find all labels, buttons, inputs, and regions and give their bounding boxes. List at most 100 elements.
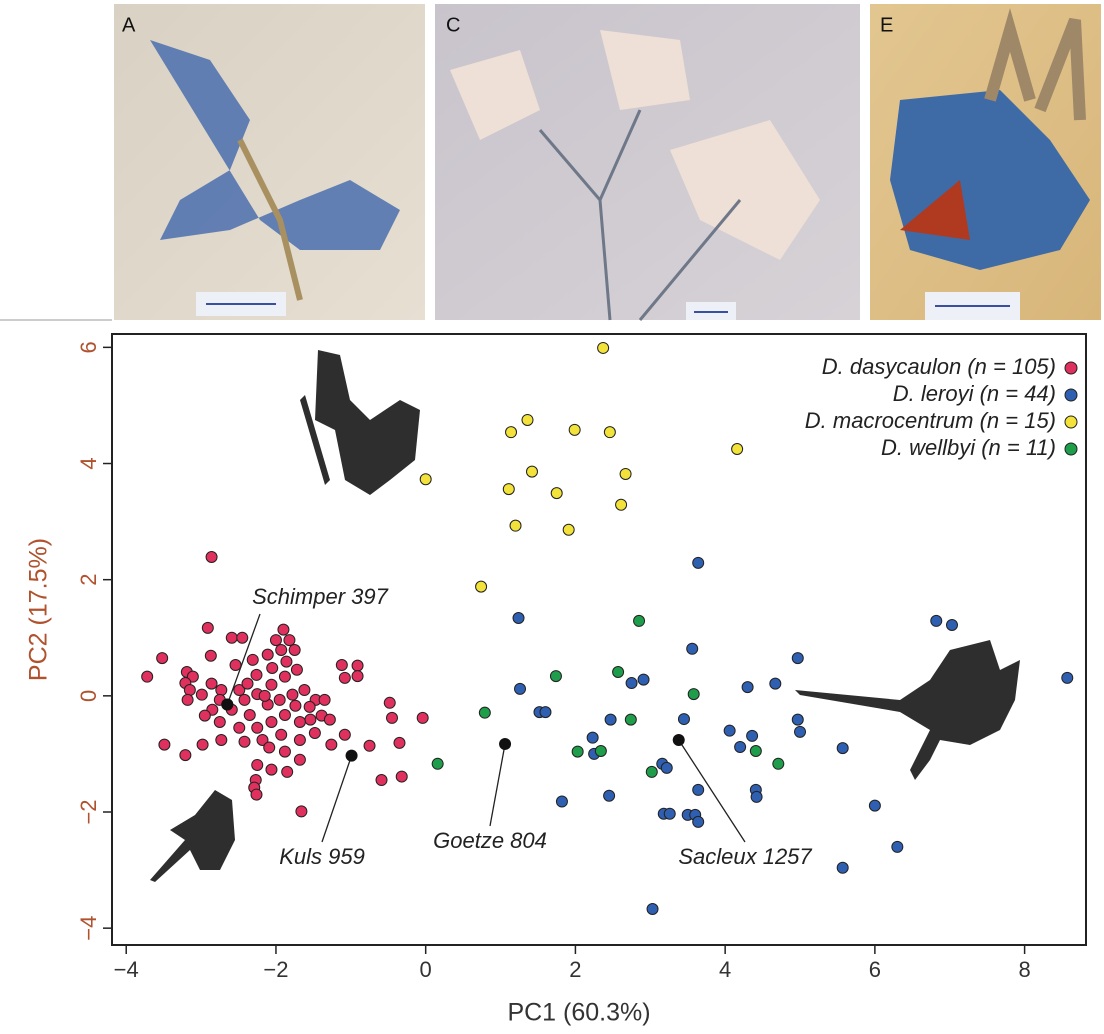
annotation-point <box>499 738 512 751</box>
photo-c-stem <box>538 109 742 321</box>
point <box>179 749 192 762</box>
y-tick-label: 0 <box>76 690 101 702</box>
point <box>286 688 299 701</box>
panel-label: C <box>446 14 460 36</box>
point <box>233 721 246 734</box>
legend-marker <box>1064 442 1078 456</box>
point <box>141 670 154 683</box>
point <box>304 713 317 726</box>
photo-c-flowers <box>450 30 820 260</box>
point <box>261 648 274 661</box>
point <box>646 902 659 915</box>
point <box>891 840 904 853</box>
point <box>363 739 376 752</box>
point <box>251 721 264 734</box>
point <box>514 682 527 695</box>
point <box>308 727 321 740</box>
annotation-point <box>221 698 234 711</box>
y-tick-label: −2 <box>76 799 101 824</box>
point <box>283 634 296 647</box>
legend-label: D. macrocentrum (n = 15) <box>805 408 1056 433</box>
legend-marker <box>1064 361 1078 375</box>
point <box>749 745 762 758</box>
point <box>586 731 599 744</box>
point <box>196 738 209 751</box>
point <box>250 788 263 801</box>
point <box>275 728 288 741</box>
point <box>273 693 286 706</box>
point <box>265 763 278 776</box>
x-tick-label: 0 <box>420 957 432 982</box>
point <box>290 663 303 676</box>
point <box>351 670 364 683</box>
point <box>539 706 552 719</box>
point <box>277 623 290 636</box>
point <box>868 799 881 812</box>
point <box>195 688 208 701</box>
point <box>612 666 625 679</box>
point <box>416 711 429 724</box>
point <box>233 684 246 697</box>
point <box>256 733 269 746</box>
photo-panels: A C E <box>114 4 1101 321</box>
point <box>791 713 804 726</box>
annotation-label: Kuls 959 <box>279 844 365 869</box>
point <box>238 735 251 748</box>
point <box>295 805 308 818</box>
panel-label: A <box>122 14 136 36</box>
point <box>692 815 705 828</box>
point <box>731 442 744 455</box>
silhouette <box>795 640 1020 780</box>
point <box>181 693 194 706</box>
plot: −4 −2 0 2 4 6 8 −4 −2 0 2 4 6 PC1 (60.3%) PC2 (17.5%) S… <box>25 333 1087 1027</box>
point <box>594 745 607 758</box>
point <box>238 693 251 706</box>
y-tick-label: 6 <box>76 341 101 353</box>
point <box>383 696 396 709</box>
point <box>278 745 291 758</box>
point <box>213 715 226 728</box>
annotation-label: Schimper 397 <box>252 584 389 609</box>
legend-marker <box>1064 415 1078 429</box>
point <box>505 426 518 439</box>
annotation-leader <box>489 743 506 827</box>
point <box>293 753 306 766</box>
point <box>687 688 700 701</box>
point <box>338 671 351 684</box>
point <box>385 711 398 724</box>
point <box>746 729 759 742</box>
y-tick-label: 4 <box>76 457 101 469</box>
point <box>660 761 673 774</box>
photo-e-red <box>900 180 970 240</box>
point <box>769 677 782 690</box>
point <box>183 684 196 697</box>
point <box>266 661 279 674</box>
point <box>512 612 525 625</box>
point <box>692 556 705 569</box>
point <box>624 713 637 726</box>
point <box>393 736 406 749</box>
point <box>663 807 676 820</box>
x-tick-label: 4 <box>719 957 731 982</box>
point <box>246 653 259 666</box>
point <box>265 678 278 691</box>
point <box>303 700 316 713</box>
point <box>603 789 616 802</box>
point <box>293 733 306 746</box>
point <box>603 426 616 439</box>
legend-label: D. wellbyi (n = 11) <box>881 435 1056 460</box>
point <box>619 467 632 480</box>
point <box>750 790 763 803</box>
silhouette <box>300 395 330 485</box>
x-tick-label: −2 <box>263 957 288 982</box>
photo-e-spurs <box>984 8 1086 121</box>
x-tick-label: 6 <box>869 957 881 982</box>
point <box>258 689 271 702</box>
point <box>158 738 171 751</box>
point <box>502 483 515 496</box>
point <box>625 677 638 690</box>
silhouettes <box>150 350 1020 882</box>
x-axis-label: PC1 (60.3%) <box>507 999 650 1027</box>
point <box>431 757 444 770</box>
point <box>215 684 228 697</box>
